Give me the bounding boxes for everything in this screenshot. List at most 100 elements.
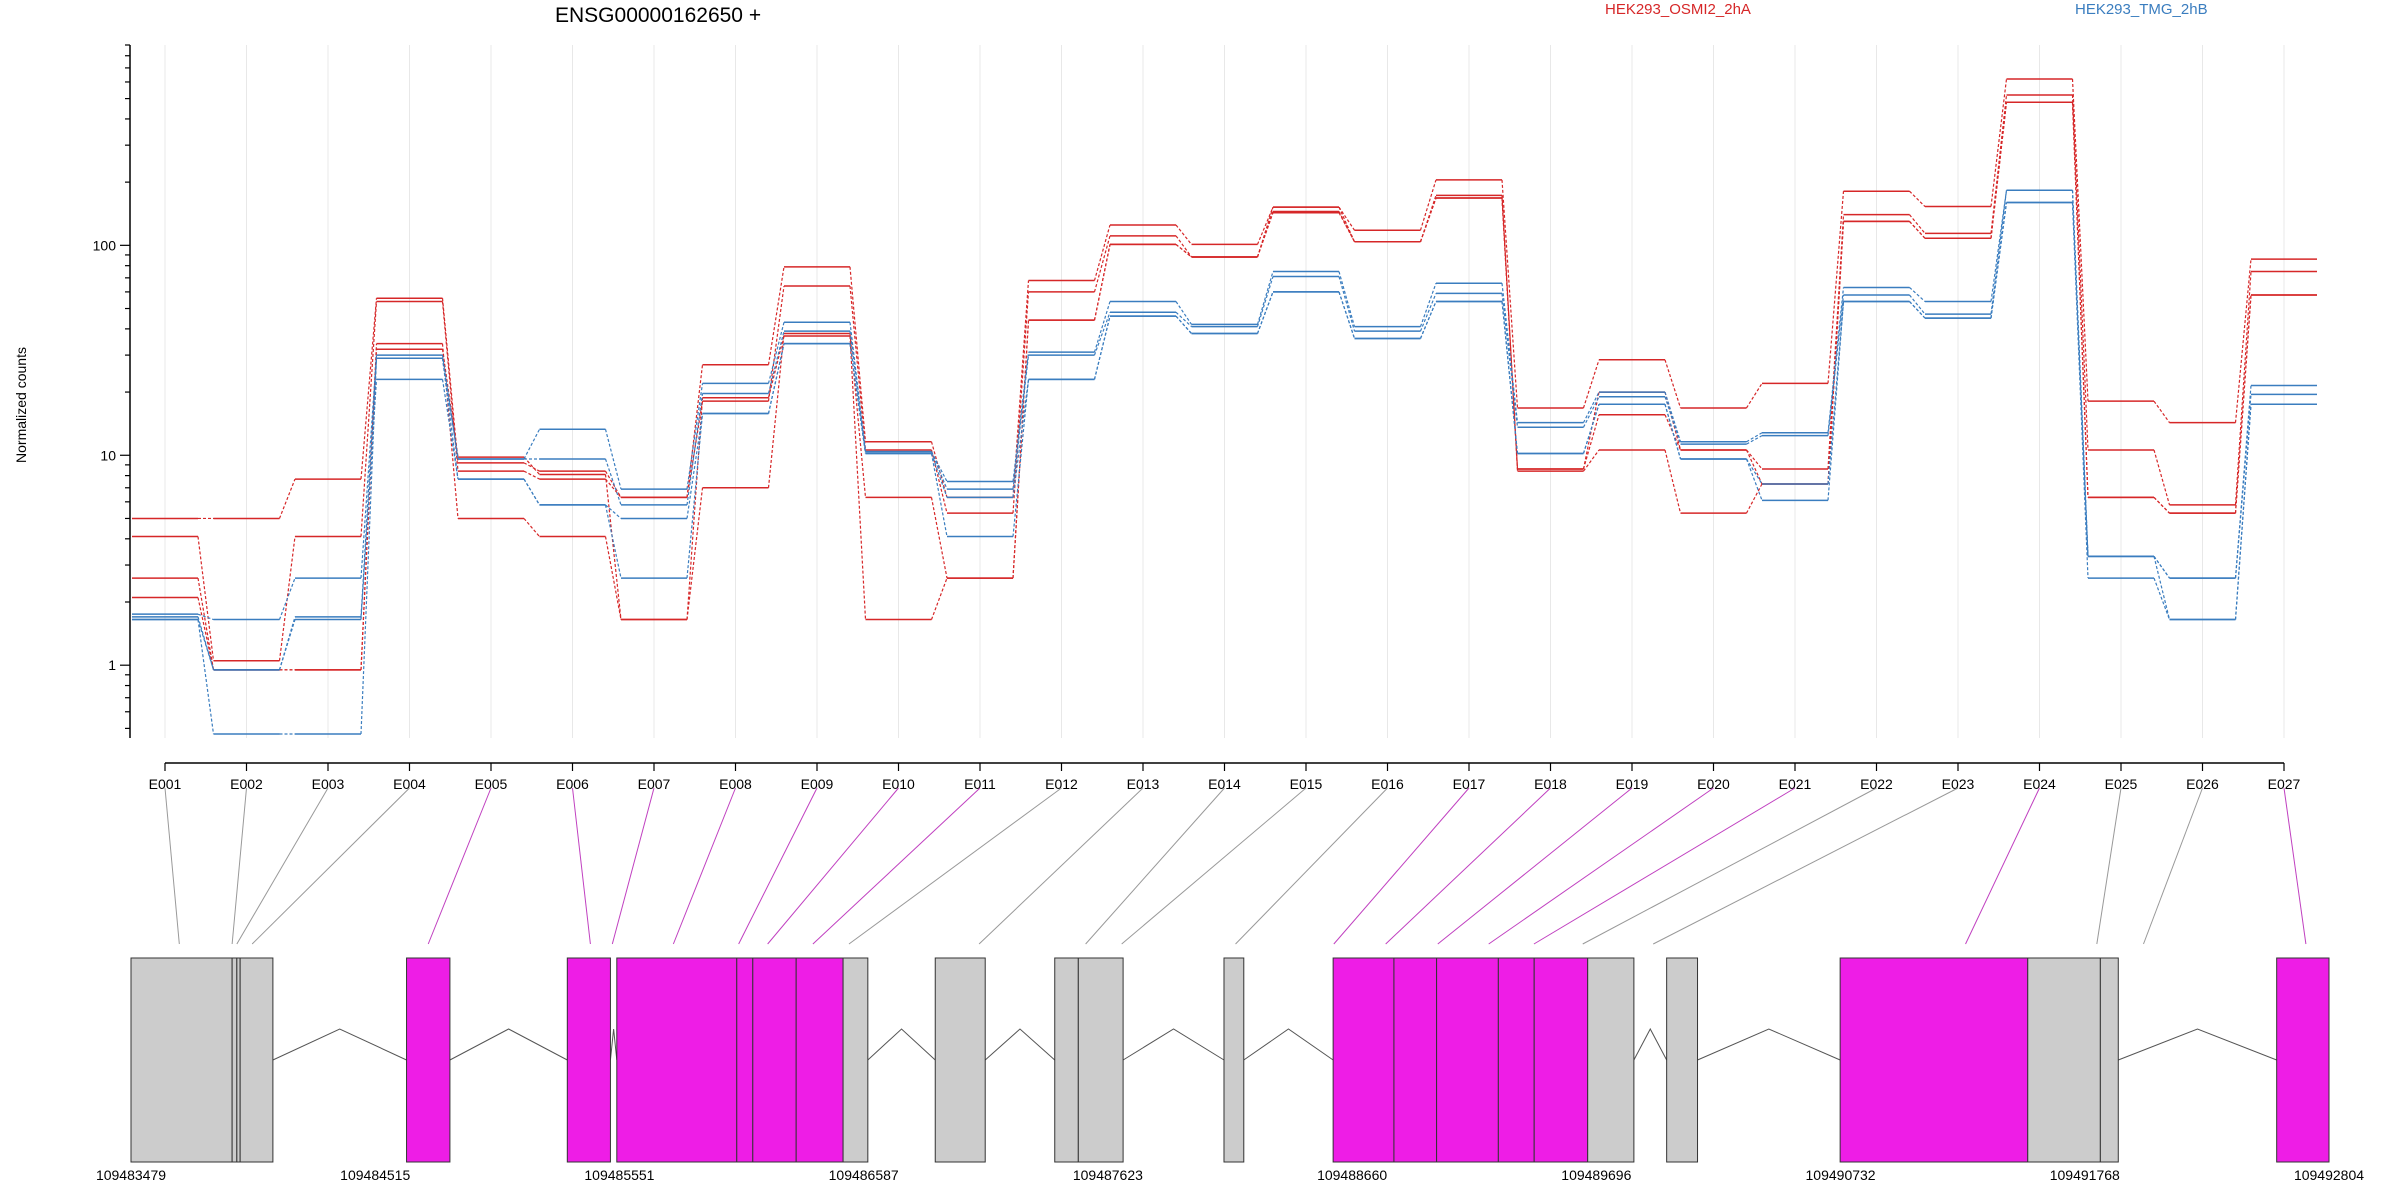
x-tick-label-e026: E026 [2186, 776, 2219, 792]
connector-e005 [427, 787, 492, 945]
transition-segment [278, 577, 296, 620]
transition-segment [1990, 78, 2008, 207]
transition-segment [1501, 283, 1519, 423]
transition-segment [767, 333, 785, 488]
transition-segment [1175, 224, 1192, 245]
transition-segment [604, 474, 622, 620]
transition-segment [1990, 190, 2008, 315]
transition-segment [2234, 404, 2252, 620]
transition-segment [1582, 359, 1600, 409]
transition-segment [523, 478, 541, 506]
transition-segment [360, 358, 378, 735]
exon-block [130, 957, 233, 1163]
transition-segment [1501, 293, 1519, 428]
transition-segment [1909, 287, 1926, 302]
transition-segment [930, 451, 948, 490]
transition-segment [2234, 394, 2252, 579]
transition-segment [1175, 301, 1192, 325]
x-tick-label-e021: E021 [1779, 776, 1812, 792]
connector-e020 [1488, 787, 1714, 945]
x-tick-label-e008: E008 [719, 776, 752, 792]
transition-segment [1582, 391, 1600, 470]
transition-segment [1012, 320, 1030, 579]
transition-segment [1827, 287, 1845, 433]
connector-e002 [231, 787, 247, 945]
transition-segment [1827, 294, 1845, 436]
transition-segment [2153, 449, 2171, 506]
exon-block [1332, 957, 1395, 1163]
x-tick-label-e019: E019 [1616, 776, 1649, 792]
transition-segment [441, 355, 459, 460]
transition-segment [1256, 211, 1274, 258]
intron-line [609, 1028, 618, 1061]
transition-segment [1582, 396, 1600, 428]
transition-segment [604, 504, 622, 579]
transition-segment [767, 285, 785, 402]
genomic-coordinate-label: 109484515 [340, 1167, 410, 1183]
transition-segment [1338, 211, 1356, 243]
transition-segment [1256, 291, 1274, 334]
transition-segment [1093, 301, 1111, 353]
exon-block [231, 957, 238, 1163]
genomic-coordinate-label: 109485551 [584, 1167, 654, 1183]
exon-block [239, 957, 274, 1163]
genomic-coordinate-label: 109490732 [1806, 1167, 1876, 1183]
transition-segment [1664, 449, 1682, 514]
transition-segment [360, 379, 378, 620]
transition-segment [767, 343, 785, 414]
x-tick-label-e010: E010 [882, 776, 915, 792]
exon-block [1666, 957, 1699, 1163]
x-tick-label-e012: E012 [1045, 776, 1078, 792]
connector-e017 [1333, 787, 1470, 945]
x-tick-label-e001: E001 [149, 776, 182, 792]
transition-segment [604, 536, 622, 620]
x-axis: E001 E002 E003 E004 E005 E006 E007 E008 E009 E010… [149, 762, 2301, 792]
transition-segment [1745, 458, 1763, 501]
intron-line [984, 1028, 1056, 1061]
transition-segment [1990, 202, 2008, 319]
y-tick-label: 1 [108, 657, 116, 673]
x-tick-label-e020: E020 [1697, 776, 1730, 792]
transition-segment [1990, 190, 2008, 302]
x-tick-label-e009: E009 [801, 776, 834, 792]
connector-e023 [1652, 787, 1959, 945]
x-tick-label-e005: E005 [475, 776, 508, 792]
transition-segment [767, 266, 785, 365]
transition-segment [1338, 276, 1356, 332]
x-tick-label-e004: E004 [393, 776, 426, 792]
transition-segment [930, 577, 948, 620]
transition-segment [767, 322, 785, 384]
x-tick-label-e018: E018 [1534, 776, 1567, 792]
x-tick-label-e013: E013 [1127, 776, 1160, 792]
transition-segment [1582, 404, 1600, 454]
transition-segment [2071, 78, 2089, 402]
connector-e024 [1965, 787, 2040, 945]
transition-segment [1012, 355, 1030, 490]
exon-block [2099, 957, 2119, 1163]
transition-segment [686, 413, 704, 519]
transition-segment [1419, 283, 1437, 327]
transition-segment [197, 536, 215, 661]
exon-block [842, 957, 869, 1163]
exon-block [1839, 957, 2029, 1163]
x-tick-label-e002: E002 [230, 776, 263, 792]
transition-segment [1745, 483, 1763, 514]
transition-segment [2071, 94, 2089, 450]
transition-segment [197, 613, 214, 621]
transition-segment [2071, 102, 2089, 498]
transition-segment [1583, 449, 1600, 472]
exon-block [2027, 957, 2101, 1163]
transition-segment [1012, 379, 1030, 537]
transition-segment [1909, 221, 1926, 239]
exon-block [934, 957, 986, 1163]
transition-segment [605, 504, 622, 519]
transition-segment [2071, 190, 2089, 557]
transition-segment [441, 379, 459, 480]
exon-block [2276, 957, 2330, 1163]
x-tick-label-e007: E007 [638, 776, 671, 792]
gene-model [130, 957, 2330, 1163]
transition-segment [930, 453, 948, 537]
transition-segment [849, 343, 867, 454]
connector-e014 [1085, 787, 1225, 945]
